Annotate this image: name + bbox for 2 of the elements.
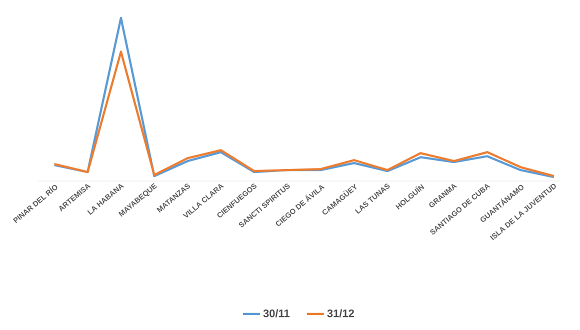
legend-label: 31/12 <box>327 309 354 318</box>
legend-label: 30/11 <box>263 309 290 318</box>
